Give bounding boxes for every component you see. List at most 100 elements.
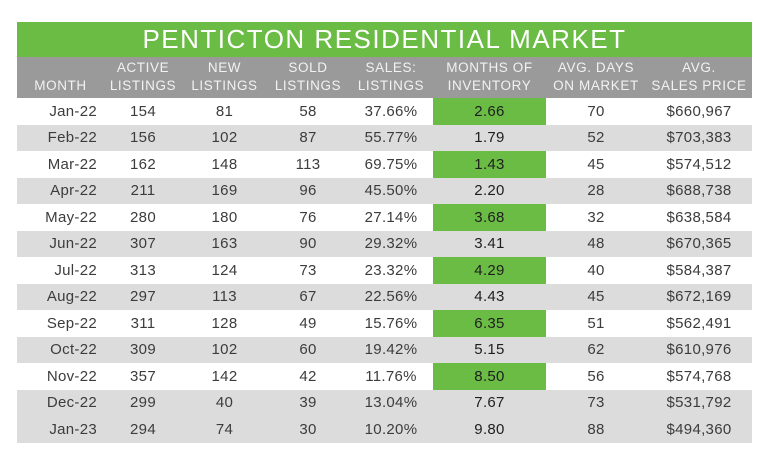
cell-new-listings: 40: [182, 389, 267, 416]
penticton-market-table: PENTICTON RESIDENTIAL MARKET MONTH ACTIV…: [17, 22, 752, 443]
table-row: Mar-22 162 148 113 69.75% 1.43 45 $574,5…: [17, 151, 752, 178]
market-data-table: MONTH ACTIVE LISTINGS NEW LISTINGS SOLD LIS…: [17, 57, 752, 443]
cell-avg-days-on-market: 73: [546, 389, 646, 416]
cell-new-listings: 102: [182, 336, 267, 363]
cell-months-of-inventory: 2.66: [433, 98, 546, 125]
cell-new-listings: 113: [182, 283, 267, 310]
cell-new-listings: 169: [182, 177, 267, 204]
cell-avg-sales-price: $574,768: [666, 367, 732, 385]
cell-month: Sep-22: [46, 314, 97, 332]
page-title: PENTICTON RESIDENTIAL MARKET: [142, 24, 627, 54]
cell-months-of-inventory: 1.43: [433, 151, 546, 178]
cell-months-of-inventory: 5.15: [433, 336, 546, 363]
cell-avg-sales-price: $584,387: [666, 261, 732, 279]
cell-sales-listings-ratio: 55.77%: [349, 124, 433, 151]
cell-sales-listings-ratio: 19.42%: [349, 336, 433, 363]
table-row: Oct-22 309 102 60 19.42% 5.15 62 $610,97…: [17, 336, 752, 363]
cell-months-of-inventory: 2.20: [433, 177, 546, 204]
cell-avg-days-on-market: 56: [587, 367, 605, 385]
cell-new-listings: 142: [211, 367, 238, 385]
cell-avg-days-on-market: 88: [546, 416, 646, 443]
cell-sales-listings-ratio: 15.76%: [364, 314, 418, 332]
cell-months-of-inventory: 6.35: [433, 310, 546, 337]
cell-month: Jan-23: [17, 416, 104, 443]
cell-months-of-inventory: 4.43: [433, 283, 546, 310]
cell-sold-listings: 113: [295, 155, 321, 173]
cell-active-listings: 299: [104, 389, 182, 416]
cell-sales-listings-ratio: 13.04%: [349, 389, 433, 416]
cell-month: May-22: [45, 208, 97, 226]
table-row: Feb-22 156 102 87 55.77% 1.79 52 $703,38…: [17, 124, 752, 151]
cell-avg-days-on-market: 45: [546, 283, 646, 310]
cell-sold-listings: 30: [267, 416, 349, 443]
cell-active-listings: 297: [104, 283, 182, 310]
cell-avg-days-on-market: 70: [587, 102, 605, 120]
cell-new-listings: 180: [211, 208, 238, 226]
cell-sales-listings-ratio: 69.75%: [364, 155, 418, 173]
cell-sold-listings: 90: [267, 230, 349, 257]
cell-new-listings: 74: [182, 416, 267, 443]
cell-months-of-inventory: 1.79: [433, 124, 546, 151]
cell-active-listings: 357: [130, 367, 156, 385]
cell-sales-listings-ratio: 29.32%: [349, 230, 433, 257]
cell-months-of-inventory: 4.29: [433, 257, 546, 284]
cell-months-of-inventory: 3.41: [433, 230, 546, 257]
cell-sold-listings: 73: [299, 261, 317, 279]
table-row: Jun-22 307 163 90 29.32% 3.41 48 $670,36…: [17, 230, 752, 257]
cell-month: Feb-22: [17, 124, 104, 151]
cell-active-listings: 307: [104, 230, 182, 257]
cell-avg-sales-price: $574,512: [666, 155, 732, 173]
cell-avg-sales-price: $562,491: [666, 314, 732, 332]
col-header-avg-days-on-market: AVG. DAYS ON MARKET: [546, 57, 646, 98]
cell-month: Oct-22: [17, 336, 104, 363]
cell-new-listings: 148: [211, 155, 238, 173]
cell-sold-listings: 67: [267, 283, 349, 310]
cell-new-listings: 102: [182, 124, 267, 151]
table-header: MONTH ACTIVE LISTINGS NEW LISTINGS SOLD LIS…: [17, 57, 752, 98]
cell-month: Jan-22: [49, 102, 97, 120]
cell-sales-listings-ratio: 27.14%: [364, 208, 418, 226]
cell-active-listings: 211: [104, 177, 182, 204]
cell-sales-listings-ratio: 23.32%: [364, 261, 418, 279]
cell-sales-listings-ratio: 37.66%: [364, 102, 418, 120]
cell-sold-listings: 39: [267, 389, 349, 416]
cell-avg-sales-price: $610,976: [646, 336, 752, 363]
cell-sold-listings: 76: [299, 208, 317, 226]
cell-active-listings: 156: [104, 124, 182, 151]
col-header-months-of-inventory: MONTHS OF INVENTORY: [433, 57, 546, 98]
cell-sold-listings: 96: [267, 177, 349, 204]
col-header-sold-listings: SOLD LISTINGS: [267, 57, 349, 98]
table-row: Nov-22 357 142 42 11.76% 8.50 56 $574,76…: [17, 363, 752, 390]
cell-sold-listings: 87: [267, 124, 349, 151]
cell-avg-days-on-market: 51: [587, 314, 605, 332]
cell-active-listings: 154: [130, 102, 156, 120]
cell-avg-days-on-market: 62: [546, 336, 646, 363]
col-header-avg-sales-price: AVG. SALES PRICE: [646, 57, 752, 98]
cell-month: Aug-22: [17, 283, 104, 310]
col-header-sales-listings: SALES: LISTINGS: [349, 57, 433, 98]
cell-avg-days-on-market: 40: [587, 261, 605, 279]
cell-active-listings: 280: [130, 208, 156, 226]
cell-avg-days-on-market: 48: [546, 230, 646, 257]
header-row: MONTH ACTIVE LISTINGS NEW LISTINGS SOLD LIS…: [17, 57, 752, 98]
cell-months-of-inventory: 7.67: [433, 389, 546, 416]
table-row: Jan-22 154 81 58 37.66% 2.66 70 $660,967: [17, 98, 752, 125]
cell-avg-sales-price: $670,365: [646, 230, 752, 257]
cell-month: Dec-22: [17, 389, 104, 416]
cell-months-of-inventory: 9.80: [433, 416, 546, 443]
cell-new-listings: 124: [211, 261, 238, 279]
cell-sold-listings: 60: [267, 336, 349, 363]
table-row: Sep-22 311 128 49 15.76% 6.35 51 $562,49…: [17, 310, 752, 337]
cell-active-listings: 313: [130, 261, 156, 279]
cell-month: Apr-22: [17, 177, 104, 204]
cell-months-of-inventory: 8.50: [433, 363, 546, 390]
cell-sales-listings-ratio: 22.56%: [349, 283, 433, 310]
cell-month: Nov-22: [46, 367, 97, 385]
cell-avg-sales-price: $494,360: [646, 416, 752, 443]
cell-active-listings: 162: [130, 155, 156, 173]
table-title-bar: PENTICTON RESIDENTIAL MARKET: [17, 22, 752, 57]
cell-sales-listings-ratio: 45.50%: [349, 177, 433, 204]
cell-avg-days-on-market: 52: [546, 124, 646, 151]
cell-avg-sales-price: $688,738: [646, 177, 752, 204]
cell-active-listings: 311: [130, 314, 156, 332]
